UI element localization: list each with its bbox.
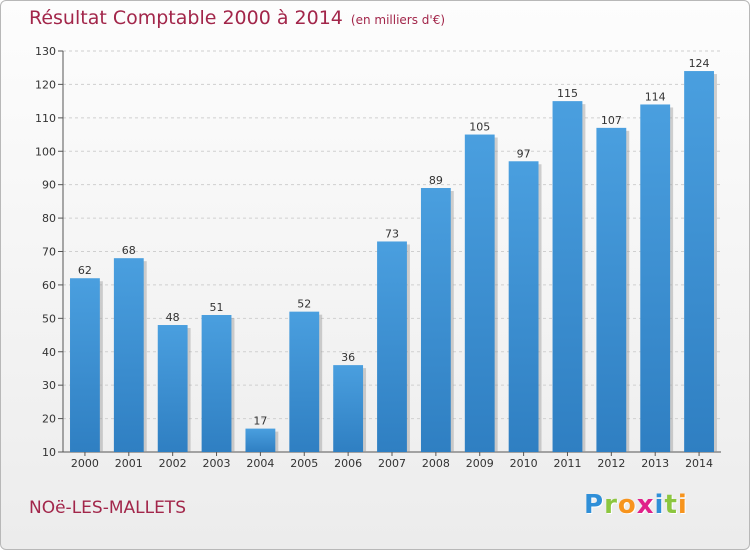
- bar: [70, 278, 100, 452]
- y-tick-label: 90: [42, 179, 56, 192]
- y-tick-label: 110: [35, 112, 56, 125]
- bar: [245, 428, 276, 452]
- bar-value-label: 68: [122, 244, 136, 257]
- logo-letter: x: [636, 490, 655, 520]
- bar: [201, 314, 232, 452]
- bar: [596, 127, 627, 452]
- logo-letter: i: [654, 490, 665, 520]
- bar-value-label: 105: [469, 121, 490, 134]
- y-tick-label: 30: [42, 379, 56, 392]
- y-tick-label: 100: [35, 145, 56, 158]
- x-tick-label: 2004: [246, 457, 274, 470]
- bar: [552, 101, 583, 452]
- bar-value-label: 73: [385, 227, 399, 240]
- y-tick-label: 20: [42, 413, 56, 426]
- y-tick-label: 120: [35, 78, 56, 91]
- y-tick-label: 130: [35, 45, 56, 58]
- x-tick-label: 2003: [203, 457, 231, 470]
- x-tick-label: 2006: [334, 457, 362, 470]
- bar-value-label: 62: [78, 264, 92, 277]
- bar: [377, 241, 407, 452]
- x-tick-label: 2000: [71, 457, 99, 470]
- x-tick-label: 2013: [641, 457, 669, 470]
- town-name: NOë-LES-MALLETS: [29, 498, 186, 518]
- bar-value-label: 115: [557, 87, 578, 100]
- bar: [464, 134, 495, 452]
- bar-value-label: 51: [210, 301, 224, 314]
- y-tick-label: 10: [42, 446, 56, 459]
- title-text: Résultat Comptable 2000 à 2014: [29, 7, 343, 29]
- y-tick-label: 80: [42, 212, 56, 225]
- bar: [508, 161, 539, 452]
- proxiti-logo: Proxiti: [584, 490, 688, 520]
- x-tick-label: 2002: [159, 457, 187, 470]
- logo-letter: P: [584, 490, 605, 520]
- bar-value-label: 48: [166, 311, 180, 324]
- logo-letter: o: [617, 490, 637, 520]
- y-tick-label: 60: [42, 279, 56, 292]
- x-tick-label: 2009: [466, 457, 494, 470]
- logo-letter: i: [677, 490, 688, 520]
- logo-letter: r: [604, 490, 618, 520]
- bar: [289, 311, 320, 452]
- bar: [420, 188, 451, 452]
- logo-letter: t: [664, 490, 678, 520]
- x-tick-label: 2012: [597, 457, 625, 470]
- bar-value-label: 36: [341, 351, 355, 364]
- y-tick-label: 50: [42, 312, 56, 325]
- bar-value-label: 17: [253, 415, 267, 428]
- chart-title: Résultat Comptable 2000 à 2014 (en millie…: [29, 7, 445, 29]
- x-tick-label: 2014: [685, 457, 713, 470]
- bar: [333, 365, 364, 452]
- x-tick-label: 2010: [510, 457, 538, 470]
- y-tick-label: 70: [42, 246, 56, 259]
- bar: [684, 71, 714, 453]
- bar-value-label: 97: [517, 147, 531, 160]
- chart-subtitle: (en milliers d'€): [350, 13, 446, 27]
- bar: [157, 325, 188, 452]
- bar-value-label: 89: [429, 174, 443, 187]
- bar-value-label: 107: [601, 114, 622, 127]
- bar-value-label: 52: [297, 298, 311, 311]
- bar-value-label: 124: [689, 57, 710, 70]
- x-tick-label: 2005: [290, 457, 318, 470]
- x-tick-label: 2007: [378, 457, 406, 470]
- bar: [640, 104, 671, 452]
- bar: [113, 258, 144, 452]
- x-tick-label: 2001: [115, 457, 143, 470]
- y-tick-label: 40: [42, 346, 56, 359]
- x-tick-label: 2011: [553, 457, 581, 470]
- x-tick-label: 2008: [422, 457, 450, 470]
- bar-value-label: 114: [645, 90, 666, 103]
